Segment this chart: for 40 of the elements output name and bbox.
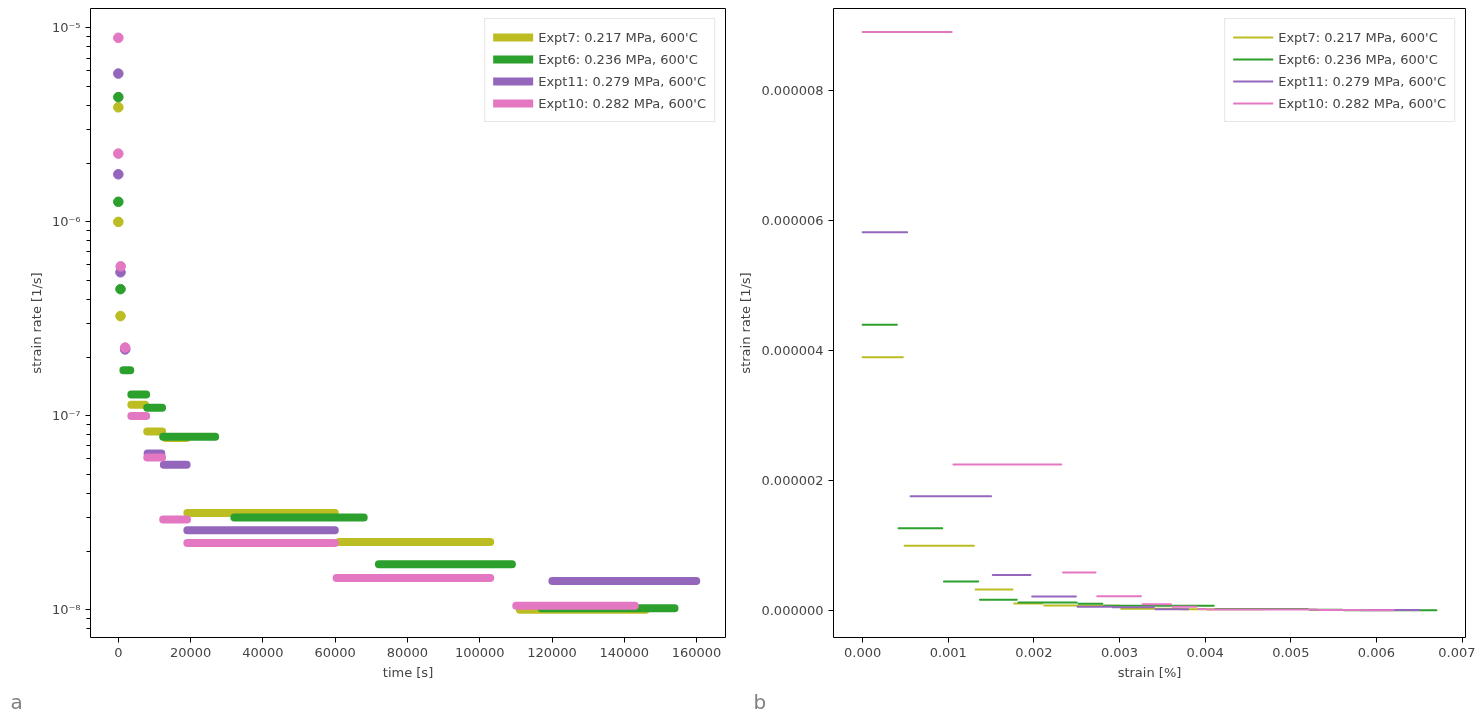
x-tick-label: 0.004 bbox=[1186, 644, 1224, 660]
legend-label: Expt10: 0.282 MPa, 600'C bbox=[538, 95, 706, 111]
x-tick-label: 0.006 bbox=[1357, 644, 1396, 660]
y-axis-title: strain rate [1/s] bbox=[738, 272, 754, 374]
legend-label: Expt6: 0.236 MPa, 600'C bbox=[1278, 51, 1438, 67]
x-axis-title: strain [%] bbox=[1117, 664, 1182, 680]
y-axis-title: strain rate [1/s] bbox=[28, 272, 44, 374]
text: a bbox=[10, 689, 23, 714]
legend-label: Expt7: 0.217 MPa, 600'C bbox=[538, 29, 698, 45]
y-tick-label: 0.000000 bbox=[761, 603, 824, 619]
x-axis-title: time [s] bbox=[382, 664, 434, 680]
x-tick-label: 0.002 bbox=[1015, 644, 1053, 660]
y-tick-label: 10⁻⁷ bbox=[51, 408, 81, 424]
legend-label: Expt10: 0.282 MPa, 600'C bbox=[1278, 95, 1446, 111]
legend-label: Expt6: 0.236 MPa, 600'C bbox=[538, 51, 698, 67]
y-tick-label: 0.000006 bbox=[761, 213, 824, 229]
x-tick-label: 0.007 bbox=[1438, 644, 1476, 660]
x-tick-label: 20000 bbox=[169, 644, 212, 660]
legend-label: Expt7: 0.217 MPa, 600'C bbox=[1278, 29, 1438, 45]
legend-label: Expt11: 0.279 MPa, 600'C bbox=[1278, 73, 1446, 89]
x-tick-label: 120000 bbox=[527, 644, 577, 660]
x-tick-label: 80000 bbox=[386, 644, 429, 660]
x-tick-label: 0.003 bbox=[1100, 644, 1139, 660]
x-tick-label: 0 bbox=[114, 644, 123, 660]
x-tick-label: 0.000 bbox=[844, 644, 882, 660]
x-tick-label: 0.001 bbox=[929, 644, 967, 660]
x-tick-label: 140000 bbox=[599, 644, 650, 660]
x-tick-label: 60000 bbox=[314, 644, 356, 660]
y-tick-label: 0.000002 bbox=[761, 473, 824, 489]
y-tick-label: 0.000004 bbox=[761, 343, 824, 359]
y-tick-label: 10⁻⁸ bbox=[51, 602, 81, 618]
y-tick-label: 10⁻⁵ bbox=[51, 20, 81, 36]
x-tick-label: 40000 bbox=[242, 644, 284, 660]
y-tick-label: 10⁻⁶ bbox=[51, 214, 81, 230]
y-tick-label: 0.000008 bbox=[761, 82, 824, 98]
legend-label: Expt11: 0.279 MPa, 600'C bbox=[538, 73, 706, 89]
x-tick-label: 100000 bbox=[454, 644, 505, 660]
text: b bbox=[753, 689, 767, 714]
x-tick-label: 0.005 bbox=[1272, 644, 1310, 660]
x-tick-label: 160000 bbox=[671, 644, 722, 660]
